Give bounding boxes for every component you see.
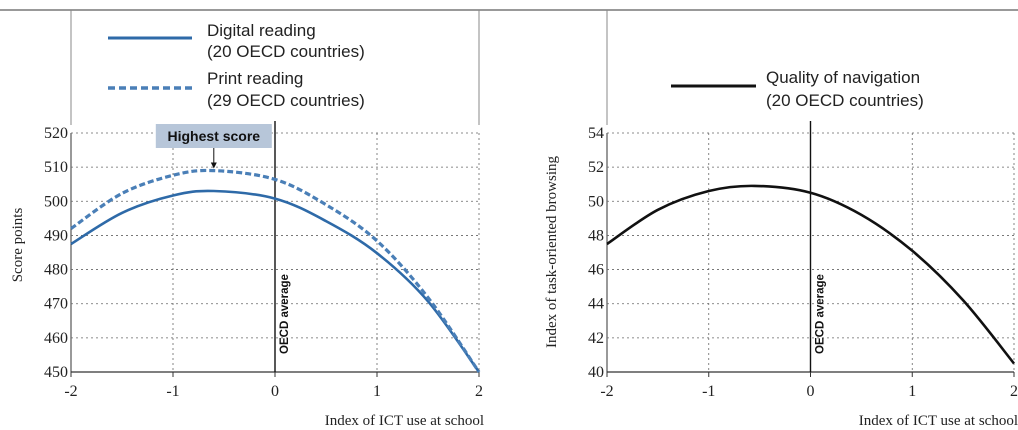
highest-score-label: Highest score (168, 128, 261, 144)
oecd-average-line-left: OECD average (274, 121, 291, 372)
y-tick-label-left: 470 (44, 296, 68, 313)
y-tick-label-left: 500 (44, 193, 68, 210)
y-tick-label-left: 520 (44, 125, 68, 142)
series-line-digital-reading (70, 189, 481, 373)
y-axis-title-right: Index of task-oriented browsing (544, 155, 560, 348)
highest-score-box (155, 124, 272, 148)
x-tick-label-left: -1 (166, 383, 179, 400)
x-tick-labels-left: -2 -1 0 1 2 (64, 383, 483, 400)
y-tick-label-right: 40 (588, 364, 604, 381)
legend-note-print: (29 OECD countries) (207, 91, 365, 110)
x-axis-title-left: Index of ICT use at school (325, 413, 484, 429)
y-tick-label-right: 46 (588, 262, 604, 279)
series-right (606, 184, 1016, 365)
y-tick-label-left: 490 (44, 227, 68, 244)
y-tick-label-right: 44 (588, 296, 604, 313)
y-tick-label-right: 50 (588, 193, 604, 210)
legend-note-digital: (20 OECD countries) (207, 42, 365, 61)
y-tick-label-right: 48 (588, 227, 604, 244)
chart-score-points: 450 460 470 480 490 500 510 520 -2 -1 0 1 2 Score p… (10, 21, 484, 429)
legend-note-navigation: (20 OECD countries) (766, 91, 924, 110)
x-tick-label-left: 0 (271, 383, 279, 400)
x-tick-label-left: 1 (373, 383, 381, 400)
legend-label-print: Print reading (207, 69, 303, 88)
series-line-quality-of-navigation (606, 184, 1016, 365)
x-tick-label-left: 2 (475, 383, 483, 400)
chart-task-oriented-browsing: 40 42 44 46 48 50 52 54 -2 -1 0 1 2 Index of task-o… (544, 68, 1018, 429)
y-tick-label-left: 510 (44, 159, 68, 176)
x-axis-title-right: Index of ICT use at school (859, 413, 1018, 429)
legend-label-navigation: Quality of navigation (766, 68, 920, 87)
y-tick-label-left: 460 (44, 330, 68, 347)
series-left (70, 168, 481, 373)
highest-score-annotation: Highest score (155, 124, 272, 169)
y-tick-label-left: 480 (44, 262, 68, 279)
y-tick-label-left: 450 (44, 364, 68, 381)
series-line-print-reading (70, 168, 481, 373)
y-axis-title-left: Score points (10, 208, 26, 283)
x-tick-labels-right: -2 -1 0 1 2 (600, 383, 1018, 400)
y-tick-labels-right: 40 42 44 46 48 50 52 54 (588, 125, 604, 381)
x-tick-label-right: -2 (600, 383, 613, 400)
y-tick-labels-left: 450 460 470 480 490 500 510 520 (44, 125, 68, 381)
x-tick-label-left: -2 (64, 383, 77, 400)
y-tick-label-right: 42 (588, 330, 604, 347)
oecd-average-label-left: OECD average (279, 274, 291, 354)
highest-score-arrowhead (210, 162, 217, 169)
x-tick-label-right: 0 (807, 383, 815, 400)
legend-label-digital: Digital reading (207, 21, 316, 40)
y-tick-label-right: 52 (588, 159, 604, 176)
oecd-average-label-right: OECD average (815, 274, 827, 354)
oecd-average-line-right: OECD average (809, 121, 827, 372)
x-tick-label-right: 1 (908, 383, 916, 400)
x-tick-label-right: -1 (702, 383, 715, 400)
x-tick-label-right: 2 (1010, 383, 1018, 400)
y-tick-label-right: 54 (588, 125, 604, 142)
